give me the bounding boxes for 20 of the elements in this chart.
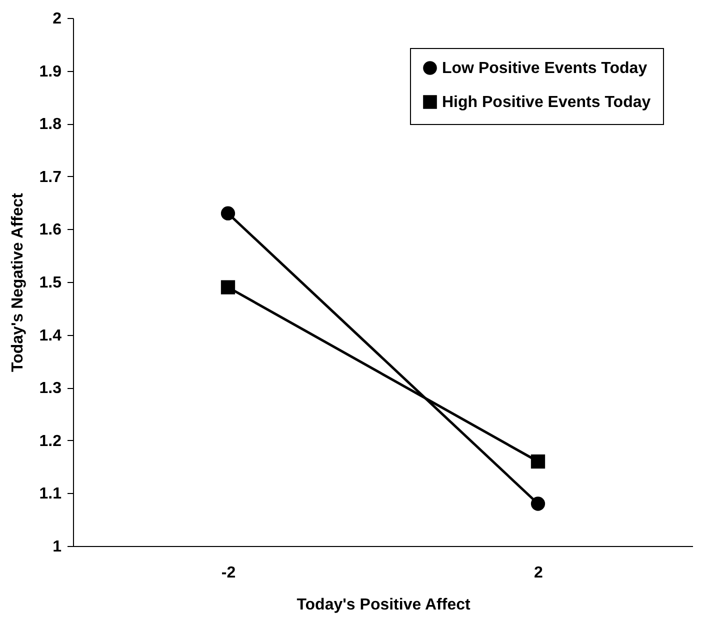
y-tick-label: 1.8 xyxy=(39,116,62,134)
y-tick-label: 1.5 xyxy=(39,274,62,292)
point xyxy=(530,454,546,469)
x-axis-title: Today's Positive Affect xyxy=(296,596,471,614)
x-tick-label: -2 xyxy=(221,564,236,582)
y-axis-title: Today's Negative Affect xyxy=(9,192,26,372)
y-tick-label: 1.6 xyxy=(39,222,62,239)
y-tick-label: 1 xyxy=(52,538,62,556)
y-tick-label: 2 xyxy=(52,10,62,28)
y-tick-label: 1.9 xyxy=(39,63,62,80)
y-tick-label: 1.2 xyxy=(39,432,62,450)
y-tick-label: 1.4 xyxy=(39,327,62,344)
y-tick-label: 1.7 xyxy=(39,168,62,186)
point xyxy=(220,206,236,220)
legend-label: High Positive Events Today xyxy=(442,94,651,111)
y-tick-label: 1.3 xyxy=(39,380,62,398)
y-tick-label: 1.1 xyxy=(39,486,62,503)
point xyxy=(530,496,546,511)
legend-label: Low Positive Events Today xyxy=(442,60,648,77)
point xyxy=(220,280,236,294)
